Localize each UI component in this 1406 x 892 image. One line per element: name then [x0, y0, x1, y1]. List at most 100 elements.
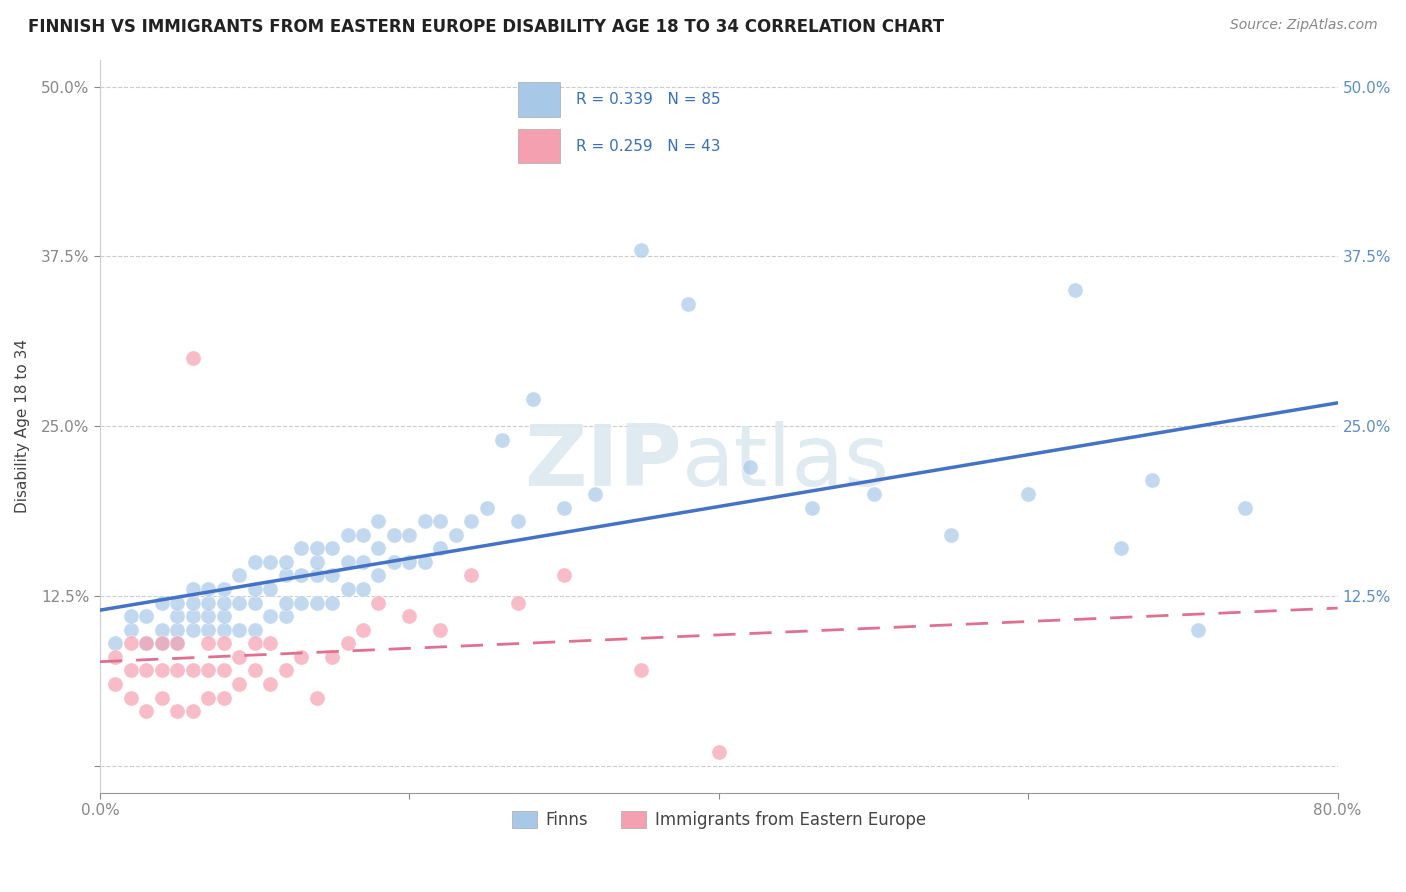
Point — [367, 514, 389, 528]
Point — [259, 582, 281, 596]
Point — [197, 636, 219, 650]
Point — [181, 623, 204, 637]
Point — [398, 527, 420, 541]
Point — [120, 623, 142, 637]
Point — [243, 582, 266, 596]
Point — [181, 664, 204, 678]
Point — [676, 297, 699, 311]
Point — [150, 596, 173, 610]
Point — [166, 704, 188, 718]
Point — [398, 609, 420, 624]
Point — [228, 649, 250, 664]
Point — [259, 677, 281, 691]
Point — [197, 664, 219, 678]
Point — [135, 636, 157, 650]
Point — [150, 664, 173, 678]
Point — [243, 596, 266, 610]
Point — [352, 623, 374, 637]
Legend: Finns, Immigrants from Eastern Europe: Finns, Immigrants from Eastern Europe — [505, 804, 932, 836]
Point — [522, 392, 544, 406]
Point — [274, 568, 297, 582]
Point — [305, 555, 328, 569]
Point — [553, 568, 575, 582]
Point — [228, 677, 250, 691]
Point — [352, 527, 374, 541]
Point — [181, 704, 204, 718]
Point — [135, 609, 157, 624]
Point — [460, 568, 482, 582]
Point — [460, 514, 482, 528]
Point — [290, 568, 312, 582]
Point — [243, 623, 266, 637]
Point — [336, 527, 359, 541]
Point — [212, 636, 235, 650]
Point — [444, 527, 467, 541]
Point — [321, 649, 343, 664]
Point — [197, 623, 219, 637]
Point — [212, 596, 235, 610]
Point — [150, 636, 173, 650]
Point — [1109, 541, 1132, 556]
Point — [862, 487, 884, 501]
Point — [274, 609, 297, 624]
Point — [120, 664, 142, 678]
Text: FINNISH VS IMMIGRANTS FROM EASTERN EUROPE DISABILITY AGE 18 TO 34 CORRELATION CH: FINNISH VS IMMIGRANTS FROM EASTERN EUROP… — [28, 18, 945, 36]
Point — [135, 636, 157, 650]
Point — [290, 596, 312, 610]
Point — [135, 704, 157, 718]
Point — [305, 541, 328, 556]
Point — [135, 664, 157, 678]
Point — [305, 596, 328, 610]
Point — [120, 609, 142, 624]
Point — [413, 555, 436, 569]
Point — [104, 636, 127, 650]
Point — [166, 636, 188, 650]
Point — [181, 351, 204, 366]
Point — [336, 582, 359, 596]
Point — [120, 636, 142, 650]
Point — [104, 677, 127, 691]
Point — [166, 664, 188, 678]
Point — [274, 596, 297, 610]
Point — [352, 582, 374, 596]
Point — [382, 555, 405, 569]
Point — [197, 582, 219, 596]
Point — [150, 623, 173, 637]
Point — [800, 500, 823, 515]
Point — [429, 514, 451, 528]
Point — [475, 500, 498, 515]
Point — [150, 690, 173, 705]
Point — [243, 555, 266, 569]
Point — [243, 664, 266, 678]
Point — [1233, 500, 1256, 515]
Point — [305, 690, 328, 705]
Point — [336, 636, 359, 650]
Point — [707, 745, 730, 759]
Point — [321, 568, 343, 582]
Point — [382, 527, 405, 541]
Point — [367, 541, 389, 556]
Point — [243, 636, 266, 650]
Y-axis label: Disability Age 18 to 34: Disability Age 18 to 34 — [15, 339, 30, 513]
Point — [583, 487, 606, 501]
Point — [166, 596, 188, 610]
Point — [181, 609, 204, 624]
Point — [305, 568, 328, 582]
Point — [429, 541, 451, 556]
Point — [553, 500, 575, 515]
Point — [506, 514, 529, 528]
Point — [104, 649, 127, 664]
Point — [259, 636, 281, 650]
Point — [274, 664, 297, 678]
Point — [212, 609, 235, 624]
Point — [166, 609, 188, 624]
Point — [413, 514, 436, 528]
Point — [630, 664, 652, 678]
Point — [228, 596, 250, 610]
Point — [259, 555, 281, 569]
Point — [1187, 623, 1209, 637]
Point — [738, 459, 761, 474]
Point — [1017, 487, 1039, 501]
Point — [336, 555, 359, 569]
Point — [197, 609, 219, 624]
